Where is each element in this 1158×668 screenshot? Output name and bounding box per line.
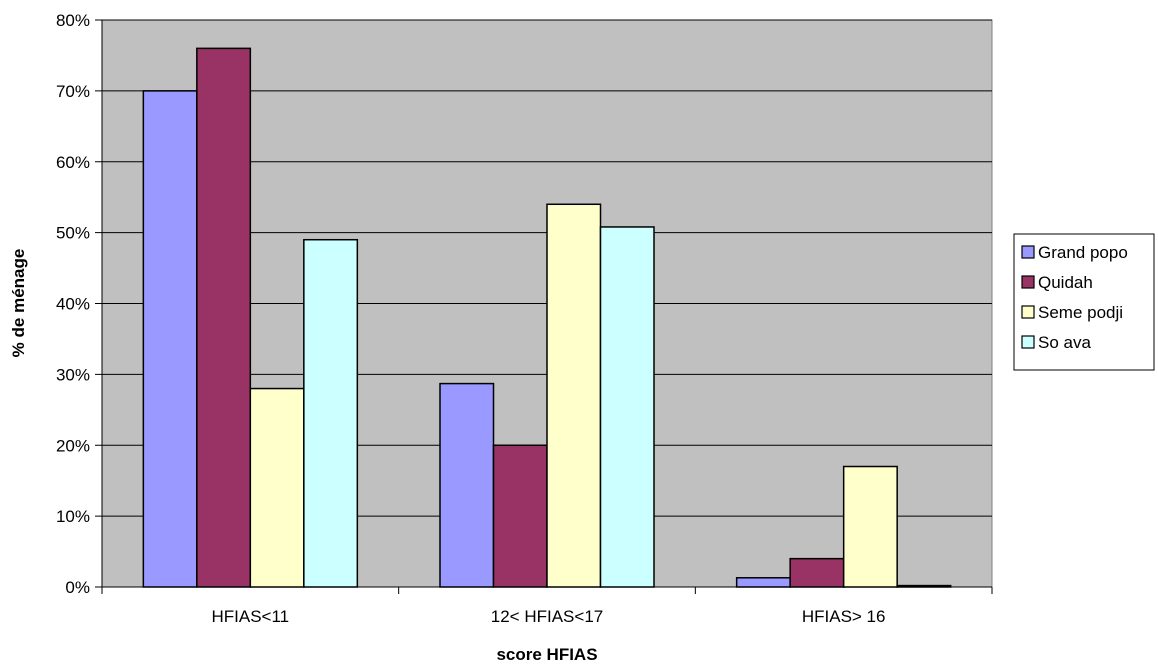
- x-axis-title: score HFIAS: [496, 645, 597, 664]
- legend-label: Seme podji: [1038, 303, 1123, 322]
- bar: [249, 387, 305, 588]
- y-tick-label: 40%: [56, 295, 90, 314]
- axes: [95, 19, 993, 594]
- x-tick-label: HFIAS> 16: [802, 607, 886, 626]
- y-tick-label: 0%: [65, 578, 90, 597]
- y-tick-label: 70%: [56, 82, 90, 101]
- bar: [142, 90, 198, 588]
- legend-swatch: [1021, 335, 1035, 349]
- x-tick-labels: HFIAS<11 12< HFIAS<17 HFIAS> 16: [212, 607, 886, 626]
- legend-swatch: [1021, 245, 1035, 259]
- y-tick-label: 80%: [56, 11, 90, 30]
- bars: [142, 47, 952, 588]
- legend-label: So ava: [1038, 333, 1091, 352]
- legend: Grand popo Quidah Seme podji So ava: [1013, 233, 1155, 371]
- x-tick-label: HFIAS<11: [212, 607, 290, 626]
- y-tick-labels: 0% 10% 20% 30% 40% 50% 60% 70% 80%: [56, 11, 90, 597]
- y-tick-label: 60%: [56, 153, 90, 172]
- bar: [196, 47, 252, 588]
- y-tick-label: 50%: [56, 224, 90, 243]
- bar: [546, 203, 602, 588]
- x-tick-label: 12< HFIAS<17: [491, 607, 603, 626]
- legend-swatch: [1021, 305, 1035, 319]
- legend-label: Quidah: [1038, 273, 1093, 292]
- y-tick-label: 30%: [56, 365, 90, 384]
- bar: [439, 382, 495, 588]
- y-tick-label: 20%: [56, 436, 90, 455]
- legend-swatch: [1021, 275, 1035, 289]
- legend-label: Grand popo: [1038, 243, 1128, 262]
- bar: [842, 465, 898, 588]
- bar: [599, 226, 655, 588]
- bar: [735, 577, 791, 588]
- legend-box: [1013, 233, 1155, 371]
- bar: [303, 238, 359, 588]
- bar: [492, 444, 548, 588]
- y-tick-label: 10%: [56, 507, 90, 526]
- bar: [789, 557, 845, 588]
- y-axis-title: % de ménage: [9, 249, 28, 358]
